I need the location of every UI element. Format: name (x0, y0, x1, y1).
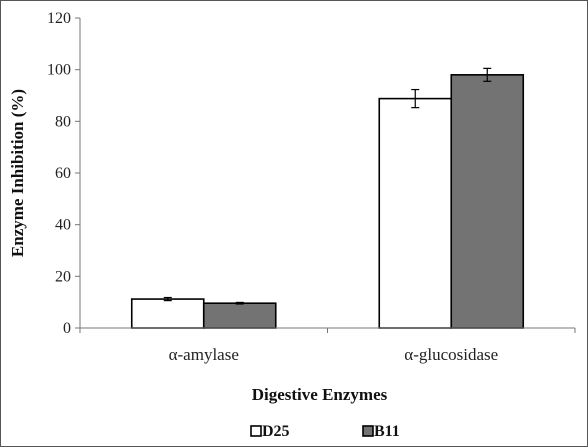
bar-b11 (202, 302, 277, 329)
y-tick-label: 40 (55, 217, 71, 234)
x-category-label: α-amylase (169, 345, 239, 364)
x-category-label: α-glucosidase (404, 345, 498, 364)
legend-label-b11: B11 (374, 423, 400, 440)
bar-d25 (378, 97, 453, 329)
y-axis-title: Enzyme Inhibition (%) (8, 89, 27, 257)
legend: D25 B11 (250, 423, 400, 440)
y-tick-label: 60 (55, 165, 71, 182)
legend-swatch-d25 (250, 425, 262, 437)
y-tick-label: 100 (47, 62, 71, 79)
error-bars (163, 67, 492, 305)
x-axis-ticks: α-amylase α-glucosidase (79, 328, 576, 364)
bar-marks (130, 74, 525, 329)
y-tick-label: 80 (55, 113, 71, 130)
y-tick-label: 0 (63, 320, 71, 337)
bar-d25 (130, 298, 205, 329)
bar-b11 (450, 74, 525, 329)
y-tick-label: 20 (55, 268, 71, 285)
x-axis-title: Digestive Enzymes (252, 385, 388, 404)
y-axis-ticks: 0 20 40 60 80 100 120 (47, 10, 80, 337)
legend-label-d25: D25 (262, 423, 290, 440)
y-tick-label: 120 (47, 10, 71, 27)
legend-swatch-b11 (362, 425, 374, 437)
